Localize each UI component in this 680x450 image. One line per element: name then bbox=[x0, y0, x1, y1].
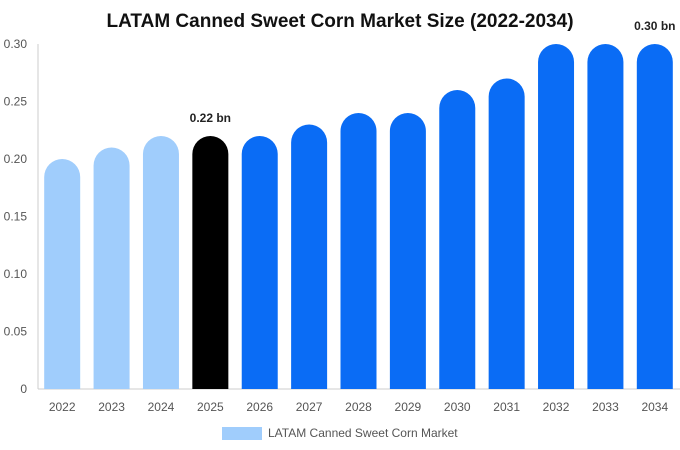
x-tick-label: 2034 bbox=[641, 400, 668, 414]
y-tick-label: 0.20 bbox=[4, 152, 28, 166]
chart-title: LATAM Canned Sweet Corn Market Size (202… bbox=[106, 11, 573, 32]
legend-swatch bbox=[222, 427, 262, 440]
y-axis-ticks: 0 0.05 0.10 0.15 0.20 0.25 0.30 bbox=[4, 37, 28, 396]
data-label-2034: 0.30 bn bbox=[634, 19, 675, 33]
bar-2023 bbox=[93, 147, 130, 389]
y-tick-label: 0.15 bbox=[4, 210, 28, 224]
bar-2027 bbox=[291, 124, 328, 389]
x-axis-ticks: 2022 2023 2024 2025 2026 2027 2028 2029 2030 2031… bbox=[49, 400, 669, 414]
x-tick-label: 2023 bbox=[98, 400, 125, 414]
bar-2030 bbox=[439, 90, 476, 389]
bar-2032 bbox=[538, 44, 575, 389]
x-tick-label: 2032 bbox=[543, 400, 570, 414]
bar-2033 bbox=[587, 44, 624, 389]
bar-2034 bbox=[636, 44, 673, 389]
x-tick-label: 2031 bbox=[493, 400, 520, 414]
legend: LATAM Canned Sweet Corn Market bbox=[222, 426, 458, 440]
y-tick-label: 0.05 bbox=[4, 325, 28, 339]
bars bbox=[44, 44, 673, 389]
bar-2026 bbox=[241, 136, 278, 389]
data-labels: 0.22 bn 0.30 bn bbox=[190, 19, 676, 125]
x-tick-label: 2025 bbox=[197, 400, 224, 414]
x-tick-label: 2026 bbox=[246, 400, 273, 414]
x-tick-label: 2028 bbox=[345, 400, 372, 414]
y-tick-label: 0.30 bbox=[4, 37, 28, 51]
bar-2022 bbox=[44, 159, 81, 389]
x-tick-label: 2030 bbox=[444, 400, 471, 414]
data-label-2025: 0.22 bn bbox=[190, 111, 231, 125]
bar-2028 bbox=[340, 113, 377, 389]
x-tick-label: 2033 bbox=[592, 400, 619, 414]
legend-label: LATAM Canned Sweet Corn Market bbox=[268, 426, 458, 440]
x-tick-label: 2022 bbox=[49, 400, 76, 414]
x-tick-label: 2027 bbox=[296, 400, 323, 414]
y-tick-label: 0 bbox=[20, 382, 27, 396]
bar-2029 bbox=[389, 113, 426, 389]
y-tick-label: 0.10 bbox=[4, 267, 28, 281]
y-tick-label: 0.25 bbox=[4, 95, 28, 109]
x-tick-label: 2024 bbox=[148, 400, 175, 414]
bar-2025 bbox=[192, 136, 229, 389]
bar-2024 bbox=[142, 136, 179, 389]
x-tick-label: 2029 bbox=[395, 400, 422, 414]
bar-2031 bbox=[488, 78, 525, 389]
